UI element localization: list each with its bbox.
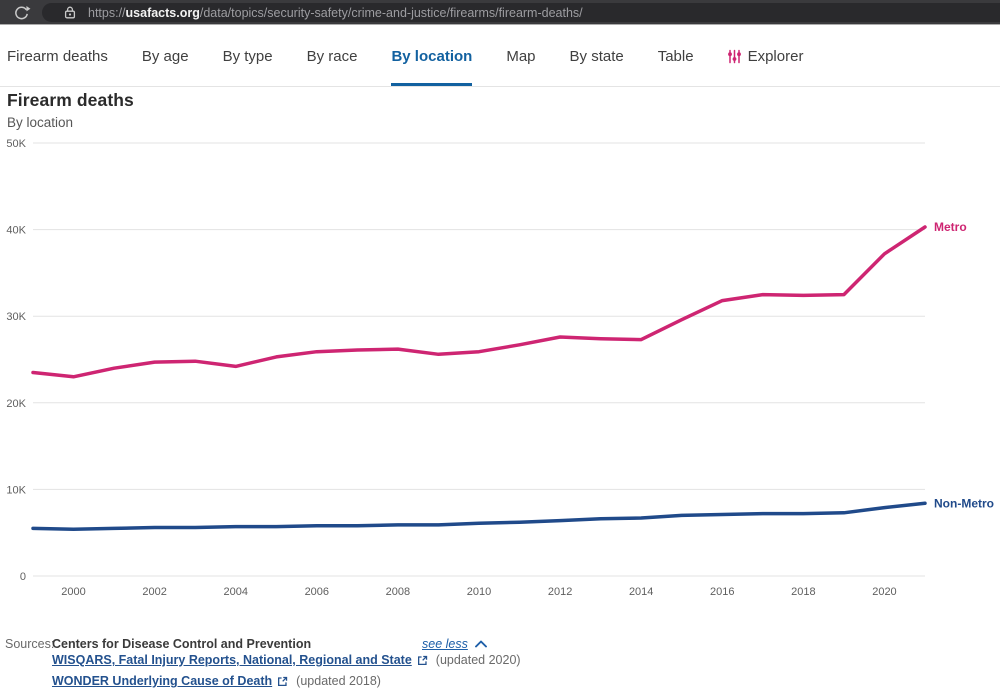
tab-by-race[interactable]: By race bbox=[307, 26, 358, 86]
source-updated-note: (updated 2020) bbox=[435, 653, 521, 667]
y-gridlines: 0 10K 20K 30K 40K 50K bbox=[6, 138, 925, 583]
source-updated-note: (updated 2018) bbox=[296, 674, 381, 688]
x-axis-tick-label: 2008 bbox=[386, 586, 410, 598]
x-axis-tick-label: 2016 bbox=[710, 586, 734, 598]
url-scheme: https:// bbox=[88, 5, 126, 20]
sources-label: Sources: bbox=[5, 637, 55, 651]
reload-icon[interactable] bbox=[12, 3, 31, 22]
x-axis-tick-label: 2018 bbox=[791, 586, 815, 598]
page-subtitle: By location bbox=[7, 115, 74, 130]
tab-by-location[interactable]: By location bbox=[391, 26, 473, 86]
x-axis-tick-label: 2006 bbox=[305, 586, 329, 598]
source-link[interactable]: WISQARS, Fatal Injury Reports, National,… bbox=[52, 653, 412, 667]
source-link[interactable]: WONDER Underlying Cause of Death bbox=[52, 674, 273, 688]
y-axis-tick-label: 40K bbox=[6, 225, 26, 237]
non-metro-series-label: Non-Metro bbox=[934, 496, 994, 510]
x-axis-tick-labels: 2000 2002 2004 2006 2008 2010 2012 2014 2016 2018… bbox=[61, 586, 896, 598]
tab-label: Map bbox=[506, 47, 536, 65]
tab-by-type[interactable]: By type bbox=[223, 26, 273, 86]
line-chart[interactable]: 0 10K 20K 30K 40K 50K 2000 2002 2004 2006 2008 2010… bbox=[0, 0, 1000, 620]
tab-label: Table bbox=[657, 47, 694, 65]
tab-explorer[interactable]: Explorer bbox=[727, 26, 804, 86]
x-axis-tick-label: 2000 bbox=[61, 586, 85, 598]
source-link-row: WISQARS, Fatal Injury Reports, National,… bbox=[52, 653, 521, 667]
x-axis-tick-label: 2010 bbox=[467, 586, 491, 598]
y-axis-tick-label: 30K bbox=[6, 311, 26, 323]
address-bar[interactable]: https://usafacts.org/data/topics/securit… bbox=[42, 3, 1000, 22]
metro-line bbox=[31, 225, 927, 379]
tab-map[interactable]: Map bbox=[506, 26, 535, 86]
y-axis-tick-label: 20K bbox=[6, 398, 26, 410]
tab-label: By race bbox=[306, 47, 358, 65]
y-axis-tick-label: 10K bbox=[6, 484, 26, 496]
source-organization: Centers for Disease Control and Preventi… bbox=[52, 637, 312, 651]
tab-label: Firearm deaths bbox=[7, 47, 108, 65]
page-title: Firearm deaths bbox=[7, 90, 134, 110]
tab-label: By age bbox=[141, 47, 189, 65]
tab-label: Explorer bbox=[747, 47, 804, 65]
tab-firearm-deaths[interactable]: Firearm deaths bbox=[7, 26, 108, 86]
y-axis-tick-label: 50K bbox=[6, 138, 26, 150]
browser-toolbar: https://usafacts.org/data/topics/securit… bbox=[0, 0, 1000, 25]
tab-label: By type bbox=[222, 47, 273, 65]
section-tabbar: Firearm deaths By age By type By race By loc… bbox=[0, 26, 1000, 87]
x-axis-tick-label: 2020 bbox=[872, 586, 896, 598]
sliders-icon bbox=[727, 49, 741, 64]
title-block: Firearm deaths By location bbox=[7, 90, 134, 130]
url-text: https://usafacts.org/data/topics/securit… bbox=[88, 6, 583, 20]
tab-label: By location bbox=[391, 47, 473, 65]
non-metro-line bbox=[31, 501, 927, 531]
tab-table[interactable]: Table bbox=[658, 26, 694, 86]
x-axis-tick-label: 2004 bbox=[223, 586, 247, 598]
chevron-up-icon[interactable] bbox=[474, 640, 487, 648]
tab-label: By state bbox=[569, 47, 624, 65]
lock-icon bbox=[64, 6, 76, 19]
url-domain: usafacts.org bbox=[125, 5, 200, 20]
tab-by-state[interactable]: By state bbox=[570, 26, 624, 86]
url-path: /data/topics/security-safety/crime-and-j… bbox=[199, 5, 583, 20]
y-axis-tick-label: 0 bbox=[20, 571, 26, 583]
metro-series-label: Metro bbox=[934, 220, 967, 234]
x-axis-tick-label: 2012 bbox=[548, 586, 572, 598]
x-axis-tick-label: 2014 bbox=[629, 586, 653, 598]
source-link-row: WONDER Underlying Cause of Death (updated… bbox=[52, 674, 381, 688]
x-axis-tick-label: 2002 bbox=[142, 586, 166, 598]
see-less-link[interactable]: see less bbox=[422, 637, 468, 651]
tab-by-age[interactable]: By age bbox=[142, 26, 189, 86]
external-link-icon bbox=[278, 676, 288, 686]
external-link-icon bbox=[417, 655, 427, 665]
see-less-toggle: see less bbox=[422, 637, 487, 651]
